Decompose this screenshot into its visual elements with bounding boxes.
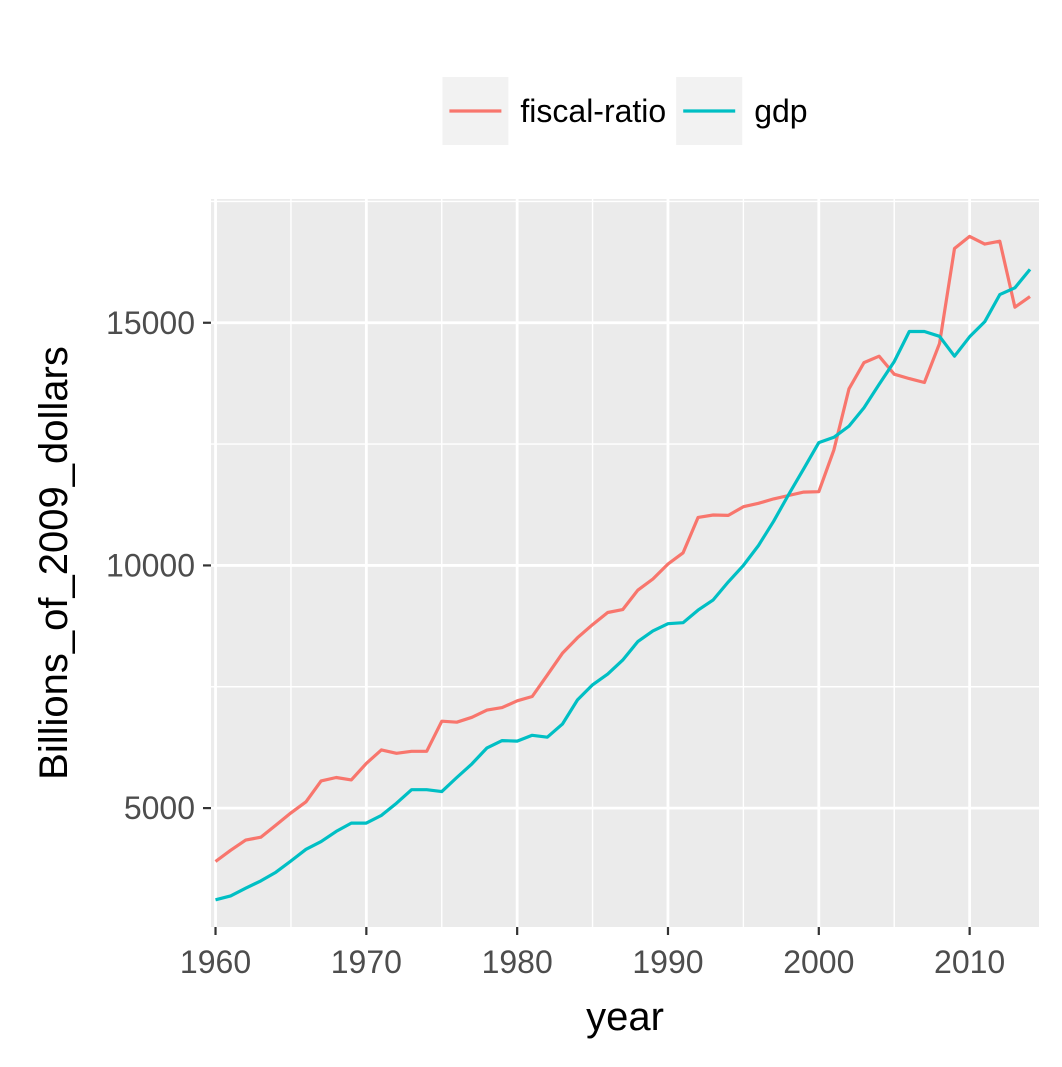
- y-axis: 5000 10000 15000: [106, 305, 211, 826]
- x-tick-label: 1980: [482, 944, 553, 980]
- y-axis-title: Billions_of_2009_dollars: [32, 346, 76, 780]
- legend-label: fiscal-ratio: [520, 93, 666, 129]
- plot-panel: [211, 199, 1039, 927]
- x-axis-title: year: [586, 995, 664, 1039]
- y-tick-label: 5000: [124, 790, 195, 826]
- x-tick-label: 2010: [934, 944, 1005, 980]
- legend-item-fiscal-ratio: fiscal-ratio: [442, 77, 666, 145]
- series-lines: [214, 234, 1032, 902]
- y-tick-label: 10000: [106, 547, 195, 583]
- series-line-fiscal-ratio: [214, 234, 1031, 863]
- series-line-gdp: [215, 268, 1032, 902]
- x-tick-label: 1960: [180, 944, 251, 980]
- legend: fiscal-ratio gdp: [442, 77, 808, 145]
- legend-item-gdp: gdp: [676, 77, 808, 145]
- legend-label: gdp: [754, 93, 807, 129]
- minor-gridlines: [211, 199, 1039, 927]
- x-axis: 1960 1970 1980 1990 2000 2010: [180, 927, 1005, 980]
- y-tick-label: 15000: [106, 305, 195, 341]
- major-gridlines: [211, 199, 1039, 927]
- x-tick-label: 1970: [331, 944, 402, 980]
- x-tick-label: 2000: [783, 944, 854, 980]
- x-tick-label: 1990: [632, 944, 703, 980]
